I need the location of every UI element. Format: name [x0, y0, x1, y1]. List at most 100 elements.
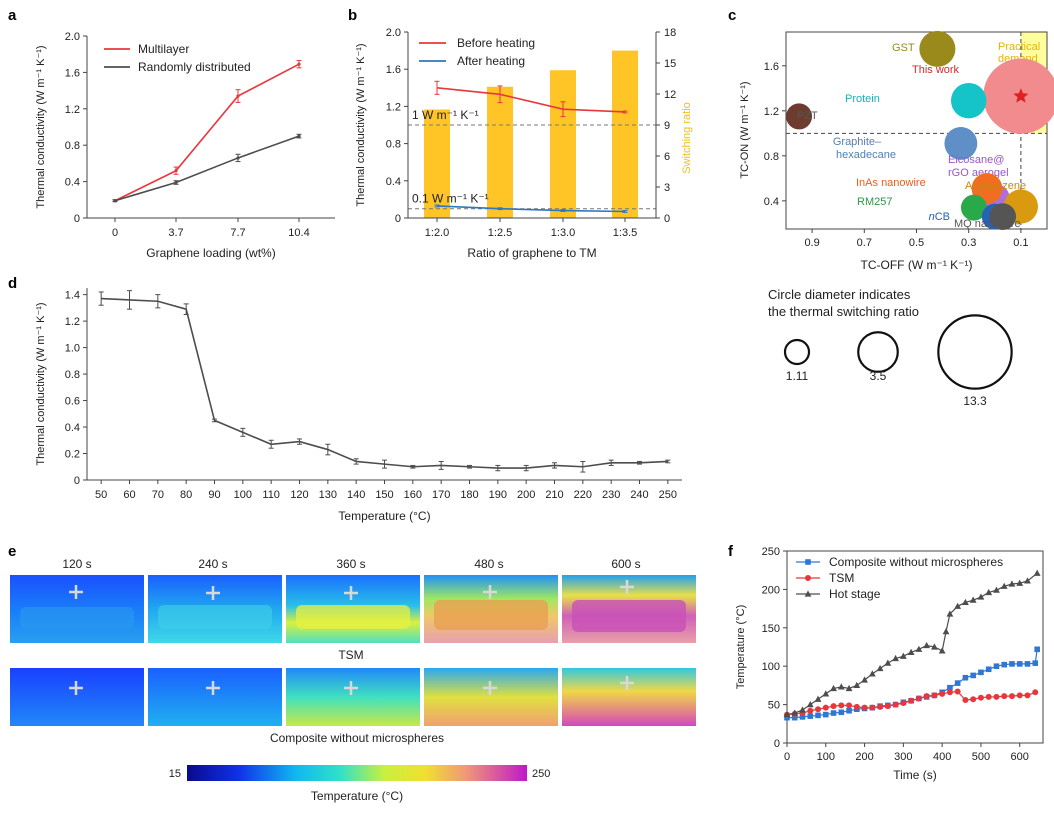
data-point [1033, 569, 1041, 576]
x-tick-label: 0 [784, 751, 790, 763]
crosshair-markers-row1 [69, 580, 634, 600]
x-axis-title: Graphene loading (wt%) [146, 246, 275, 260]
data-point [1016, 579, 1024, 586]
x-tick-label: 80 [180, 489, 192, 501]
data-point [993, 693, 1000, 700]
data-point [853, 703, 860, 710]
data-point [1001, 661, 1008, 668]
x-tick-label: 0.3 [961, 237, 976, 249]
data-point [868, 670, 876, 677]
switching-ratio-bar [487, 86, 513, 219]
data-point [970, 672, 976, 679]
size-legend-circle [857, 331, 899, 373]
data-point [978, 669, 984, 676]
size-legend-caption-2: the thermal switching ratio [768, 304, 919, 319]
data-point [962, 696, 969, 703]
data-point [985, 693, 992, 700]
data-point [923, 641, 931, 649]
data-point [1000, 582, 1008, 589]
y-tick-label: 50 [768, 700, 780, 712]
data-point [1016, 661, 1023, 667]
data-point [1032, 660, 1039, 666]
y-tick-label: 0.2 [65, 449, 80, 461]
chart-c: Practicaldemand0.40.81.21.60.90.70.50.30… [739, 30, 1054, 408]
y-tick-label: 0.4 [65, 177, 80, 189]
scatter-point [919, 30, 956, 67]
x-tick-label: 7.7 [230, 227, 245, 239]
switching-ratio-bar [550, 70, 576, 218]
y-tick-label: 1.6 [764, 61, 779, 73]
data-point [297, 62, 301, 66]
point-label: PZT [797, 110, 818, 122]
panel-label-e: e [8, 543, 16, 560]
data-point [830, 703, 837, 710]
x-tick-label: 100 [817, 751, 835, 763]
size-legend-circle [937, 314, 1013, 390]
chart-b: 1 W m⁻¹ K⁻¹ 0.1 W m⁻¹ K⁻¹ 0 0.4 0.8 1.2 1.6 2.0… [355, 27, 693, 260]
data-point [915, 695, 922, 702]
y-tick-label: 250 [762, 546, 780, 558]
x-tick-label: 150 [375, 489, 393, 501]
y2-tick-label: 0 [664, 213, 670, 225]
thermal-image-comp-120 [10, 668, 144, 726]
data-point [838, 709, 845, 716]
y2-tick-label: 15 [664, 58, 676, 70]
y-tick-label: 0.8 [65, 369, 80, 381]
y-tick-label: 0.8 [764, 151, 779, 163]
data-point [892, 701, 899, 708]
data-point [946, 689, 953, 696]
practical-demand-label: Practical [998, 41, 1040, 53]
y-tick-label: 0.4 [764, 196, 779, 208]
panel-label-d: d [8, 275, 17, 292]
data-point [799, 714, 806, 720]
x-tick-label: 50 [95, 489, 107, 501]
x-tick-label: 70 [152, 489, 164, 501]
data-point [884, 703, 891, 710]
data-point [1001, 693, 1008, 700]
y-tick-label: 1.2 [386, 101, 401, 113]
data-point [954, 688, 961, 695]
row-label-tsm: TSM [338, 648, 363, 662]
x-tick-label: 230 [602, 489, 620, 501]
data-point [830, 684, 837, 692]
data-point [1034, 646, 1040, 653]
data-point [822, 711, 829, 718]
x-axis-title: Time (s) [893, 768, 937, 782]
x-tick-label: 160 [404, 489, 422, 501]
legend-label: Multilayer [138, 42, 189, 56]
x-tick-label: 250 [659, 489, 677, 501]
y-axis-title: TC-ON (W m⁻¹ K⁻¹) [739, 81, 751, 178]
size-legend-circle [783, 338, 811, 366]
point-label: This work [912, 64, 960, 76]
thermal-image-comp-240 [148, 668, 282, 726]
data-point [174, 180, 178, 185]
x-tick-label: 140 [347, 489, 365, 501]
time-label-120: 120 s [62, 557, 91, 571]
data-point [784, 714, 790, 721]
data-point [876, 664, 884, 672]
x-tick-label: 100 [234, 489, 252, 501]
time-label-480: 480 s [474, 557, 503, 571]
data-point [869, 704, 876, 711]
y-tick-label: 1.2 [764, 106, 779, 118]
y2-tick-label: 6 [664, 151, 670, 163]
panel-label-c: c [728, 7, 736, 24]
data-point [113, 199, 117, 203]
data-point [783, 710, 791, 718]
data-point [174, 169, 178, 173]
y-tick-label: 100 [762, 661, 780, 673]
colorbar-max-label: 250 [532, 768, 550, 780]
x-tick-label: 600 [1011, 751, 1029, 763]
scatter-point [960, 194, 987, 221]
thermal-image-comp-360 [286, 668, 420, 726]
data-point [822, 704, 829, 711]
y-tick-label: 0.6 [65, 396, 80, 408]
legend-label: Randomly distributed [138, 60, 251, 74]
chart-d: 0 0.2 0.4 0.6 0.8 1.0 1.2 1.4 50 60 70 80 90 100 110 12… [35, 288, 682, 523]
data-point [993, 586, 1000, 593]
data-point [1024, 692, 1031, 699]
data-point [236, 156, 240, 160]
series-line [101, 297, 668, 469]
y-tick-label: 0.4 [65, 422, 80, 434]
data-point [1016, 692, 1023, 699]
